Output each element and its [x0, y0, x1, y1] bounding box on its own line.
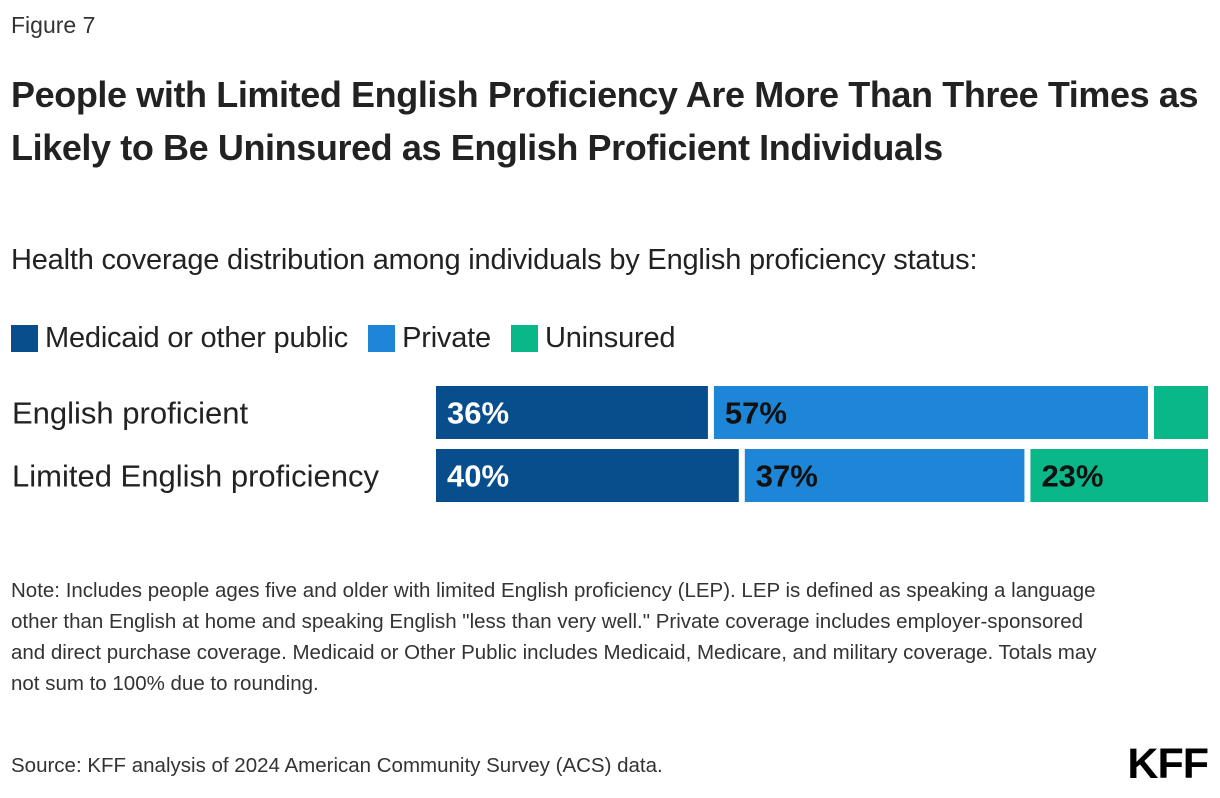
legend-swatch-uninsured: [510, 324, 538, 352]
bar-medicaid-limited-english-proficiency: [436, 449, 739, 502]
data-label-medicaid-english-proficient: 36%: [447, 396, 509, 431]
legend-label-medicaid: Medicaid or other public: [45, 321, 349, 354]
data-label-private-limited-english-proficiency: 37%: [756, 459, 818, 494]
chart-subtitle: Health coverage distribution among indiv…: [11, 244, 978, 276]
legend-label-private: Private: [402, 321, 491, 354]
data-label-medicaid-limited-english-proficiency: 40%: [447, 459, 509, 494]
chart-note: Note: Includes people ages five and olde…: [11, 579, 1097, 695]
legend-item-private: Private: [368, 322, 491, 355]
stacked-bar-chart: English proficient 36% 57% Limited English …: [12, 386, 1208, 502]
legend-item-uninsured: Uninsured: [510, 321, 676, 355]
bar-private-limited-english-proficiency: [744, 449, 1025, 502]
chart-legend: Medicaid or other public Private Uninsur…: [11, 318, 695, 358]
legend-swatch-private: [368, 324, 396, 352]
bar-uninsured-english-proficient: [1153, 386, 1208, 439]
category-label-english-proficient: English proficient: [12, 396, 248, 431]
data-label-uninsured-limited-english-proficiency: 23%: [1041, 459, 1103, 494]
bar-private-english-proficient: [713, 386, 1148, 439]
bar-medicaid-english-proficient: [436, 386, 708, 439]
figure-label: Figure 7: [11, 12, 96, 38]
chart-source: Source: KFF analysis of 2024 American Co…: [11, 754, 663, 777]
category-label-limited-english-proficiency: Limited English proficiency: [12, 459, 380, 494]
data-label-private-english-proficient: 57%: [725, 396, 787, 431]
bar-uninsured-limited-english-proficiency: [1030, 449, 1208, 502]
legend-label-uninsured: Uninsured: [544, 321, 676, 354]
legend-item-medicaid: Medicaid or other public: [11, 322, 348, 355]
legend-swatch-medicaid: [11, 324, 38, 352]
chart-title: People with Limited English Proficiency …: [11, 74, 1199, 168]
kff-logo: KFF: [1127, 740, 1209, 788]
